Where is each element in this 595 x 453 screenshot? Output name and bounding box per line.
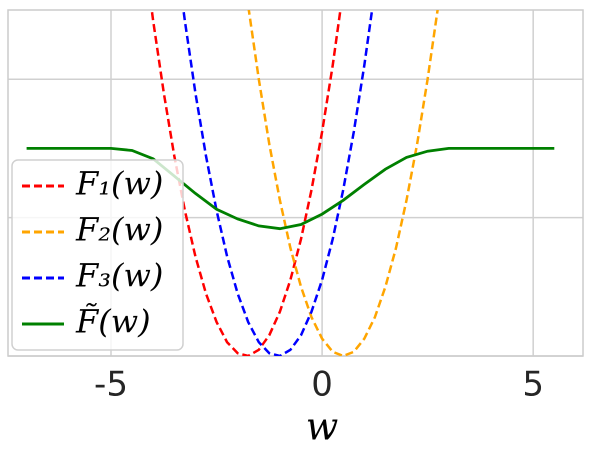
- plot-frame: [7, 9, 584, 357]
- series-line: [247, 10, 439, 356]
- legend-box: [11, 159, 184, 351]
- x-tick-label: 5: [522, 365, 544, 405]
- series-line: [150, 10, 342, 356]
- legend-label: F₁(w): [75, 165, 163, 203]
- x-axis-label: w: [306, 405, 339, 449]
- x-tick-label: 0: [311, 365, 333, 405]
- series-line: [182, 10, 374, 356]
- plot-lines: [26, 10, 555, 356]
- legend-label: F₂(w): [75, 211, 163, 249]
- series-line: [26, 147, 555, 231]
- x-tick-label: -5: [94, 365, 128, 405]
- legend-label: F₃(w): [75, 257, 163, 295]
- legend-label: F̃(w): [75, 303, 151, 341]
